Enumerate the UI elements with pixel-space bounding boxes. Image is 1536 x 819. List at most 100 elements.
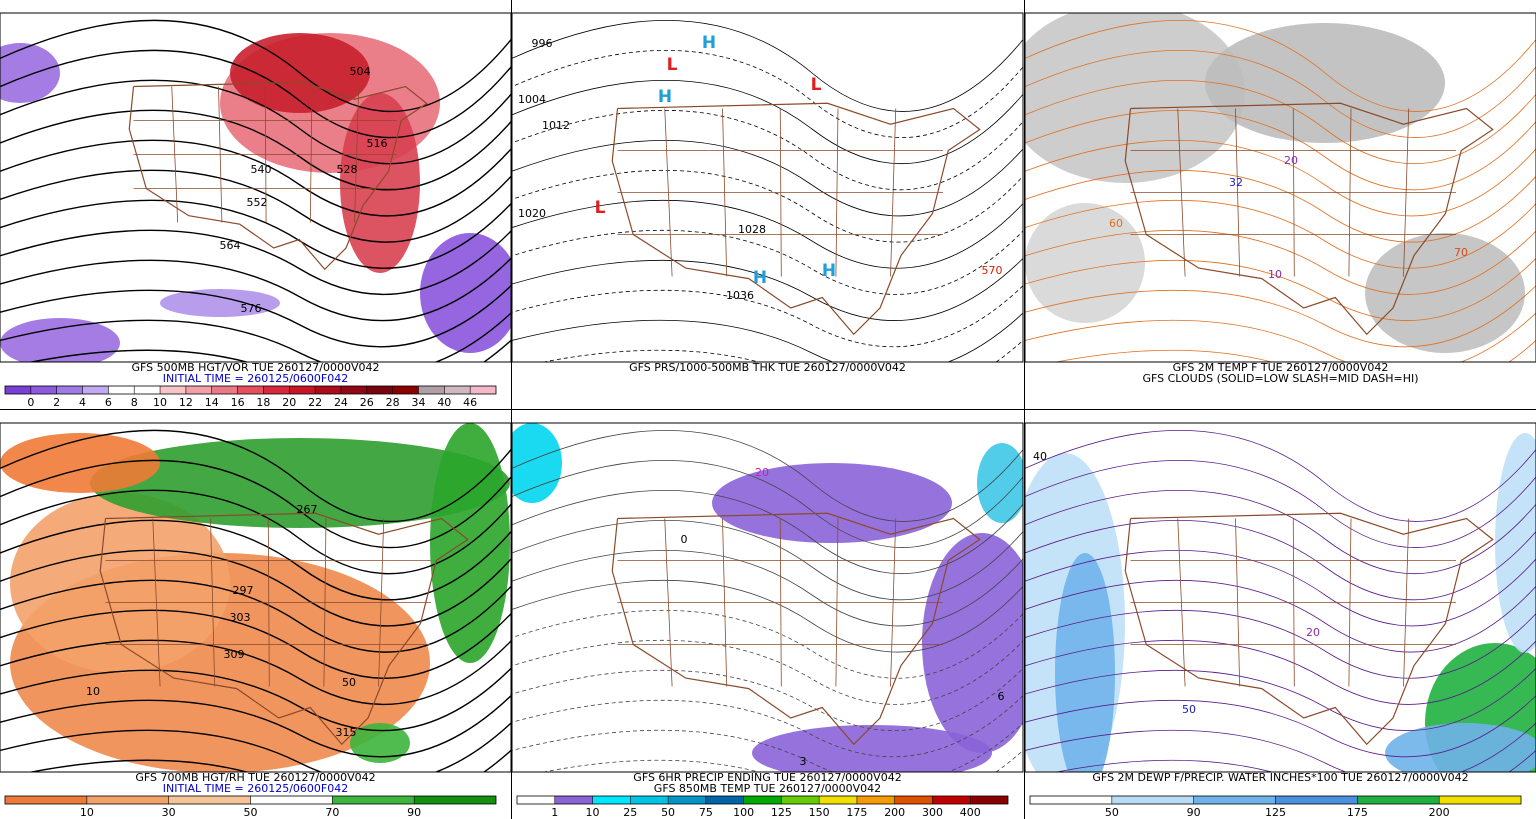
map-label: 20: [755, 466, 769, 479]
caption: GFS CLOUDS (SOLID=LOW SLASH=MID DASH=HI): [1142, 372, 1418, 385]
shaded-area: [922, 533, 1023, 753]
colorbar-label: 150: [809, 806, 830, 819]
colorbar-swatch: [1030, 796, 1112, 804]
colorbar-label: 22: [308, 396, 322, 409]
shaded-area: [420, 233, 511, 353]
map-label: 3: [800, 755, 807, 768]
colorbar-label: 34: [411, 396, 425, 409]
contour: [512, 639, 1023, 705]
contour: [1025, 229, 1536, 295]
contour: [0, 284, 511, 348]
contour: [512, 257, 1023, 321]
colorbar-swatch: [932, 796, 971, 804]
contour: [0, 49, 511, 139]
contour: [1025, 667, 1536, 731]
shaded-area: [0, 433, 160, 493]
colorbar-swatch: [250, 796, 333, 804]
colorbar-label: 100: [733, 806, 754, 819]
shaded-area: [1055, 553, 1115, 772]
map: 50 20 40: [1025, 429, 1536, 772]
contour: [0, 429, 511, 523]
coastline: [128, 81, 428, 271]
coastline: [1124, 102, 1494, 336]
caption: GFS 6HR PRECIP ENDING TUE 260127/0000V04…: [633, 771, 901, 784]
contour: [0, 79, 511, 165]
map-label: 315: [336, 726, 357, 739]
panel: 50 20 40 GFS 2M DEWP F/PRECIP. WATER INCHES…: [1024, 422, 1536, 819]
map-label: H: [822, 261, 836, 281]
map-label: 1012: [542, 119, 570, 132]
contour: [0, 694, 511, 758]
colorbar-swatch: [168, 796, 251, 804]
contour: [512, 199, 1023, 269]
contour: [0, 459, 511, 549]
contour: [512, 489, 1023, 575]
caption: GFS 2M TEMP F TUE 260127/0000V042: [1173, 361, 1389, 374]
map-label: 1004: [518, 93, 546, 106]
colorbar-swatch: [1193, 796, 1276, 804]
colorbar-swatch: [554, 796, 593, 804]
map: 20 3 6 0: [512, 423, 1023, 772]
map-label: 267: [297, 503, 318, 516]
colorbar-label: 6: [105, 396, 112, 409]
shaded-area: [752, 725, 992, 772]
map-label: 0: [681, 533, 688, 546]
colorbar-label: 24: [334, 396, 348, 409]
shaded-area: [1385, 723, 1536, 772]
contour: [512, 459, 1023, 548]
colorbar-label: 20: [282, 396, 296, 409]
map-label: 10: [1268, 268, 1282, 281]
colorbar-label: 50: [1105, 806, 1119, 819]
contour: [0, 19, 511, 113]
caption: GFS 500MB HGT/VOR TUE 260127/0000V042: [131, 361, 379, 374]
contour: [512, 109, 1023, 191]
contour: [1025, 312, 1536, 362]
contour: [0, 639, 511, 706]
map-label: 570: [982, 264, 1003, 277]
coastline: [1124, 512, 1494, 746]
contour: [512, 667, 1023, 731]
shaded-area: [0, 43, 60, 103]
contour: [0, 257, 511, 322]
colorbar-swatch: [1111, 796, 1194, 804]
shaded-area: [1025, 203, 1145, 323]
colorbar-label: 400: [960, 806, 981, 819]
colorbar-label: 125: [771, 806, 792, 819]
colorbar-label: 10: [586, 806, 600, 819]
contour: [512, 79, 1023, 165]
colorbar-swatch: [856, 796, 895, 804]
colorbar-label: 300: [922, 806, 943, 819]
map-label: 996: [532, 37, 553, 50]
contour: [1025, 19, 1536, 112]
initial-time: INITIAL TIME = 260125/0600F042: [163, 372, 348, 385]
contour: [512, 695, 1023, 758]
map-label: 50: [342, 676, 356, 689]
colorbar-label: 8: [131, 396, 138, 409]
contour: [1025, 579, 1536, 653]
contour: [1025, 695, 1536, 758]
colorbar-swatch: [392, 386, 419, 394]
map-label: 20: [1306, 626, 1320, 639]
map-label: H: [753, 268, 767, 288]
colorbar-swatch: [668, 796, 706, 804]
caption: GFS PRS/1000-500MB THK TUE 260127/0000V0…: [629, 361, 906, 374]
colorbar-label: 10: [153, 396, 167, 409]
contour: [28, 339, 511, 362]
shaded-area: [160, 289, 280, 317]
shaded-area: [10, 493, 230, 673]
colorbar-swatch: [263, 386, 290, 394]
shaded-area: [512, 423, 562, 503]
contour: [0, 579, 511, 653]
contour: [1025, 549, 1536, 627]
contour: [0, 519, 511, 601]
contour: [1025, 199, 1536, 269]
map-label: H: [658, 87, 672, 107]
colorbar-label: 30: [162, 806, 176, 819]
contour: [1025, 79, 1536, 165]
colorbar-label: 200: [1429, 806, 1450, 819]
contour: [1025, 639, 1536, 705]
contour: [0, 311, 511, 362]
colorbar-label: 25: [623, 806, 637, 819]
